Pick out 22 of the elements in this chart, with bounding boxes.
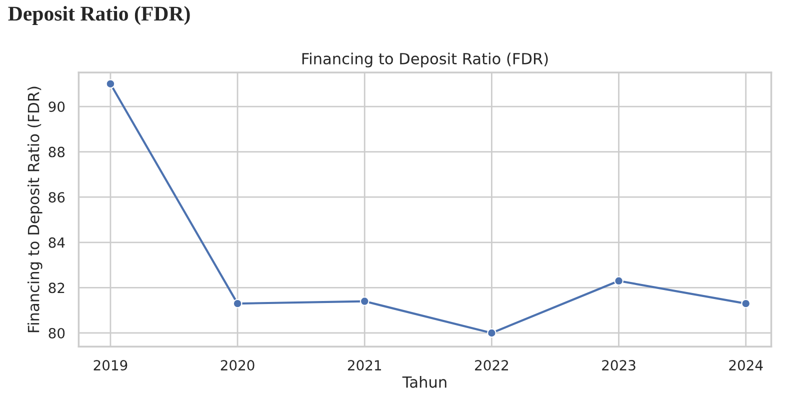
y-tick-label: 86	[48, 192, 65, 203]
point	[614, 276, 624, 286]
x-tick-label: 2022	[475, 360, 508, 371]
y-tick-label: 90	[48, 101, 65, 112]
x-axis-title: Tahun	[402, 376, 446, 388]
text: Deposit Ratio (FDR)	[8, 6, 190, 25]
point	[741, 298, 751, 308]
y-axis-title: Financing to Deposit Ratio (FDR)	[27, 86, 42, 332]
x-tick-label: 2021	[348, 360, 382, 371]
y-tick-label: 88	[48, 146, 65, 158]
point	[232, 298, 242, 308]
y-tick-label: 82	[48, 282, 64, 294]
chart-title: Financing to Deposit Ratio (FDR)	[302, 52, 548, 68]
x-tick-label: 2019	[94, 360, 128, 371]
x-tick-label: 2020	[220, 360, 254, 371]
point	[106, 79, 116, 89]
x-tick-label: 2024	[729, 360, 763, 371]
point	[486, 328, 496, 338]
point	[360, 296, 370, 306]
y-tick-label: 80	[48, 328, 65, 338]
y-tick-label: 84	[48, 237, 65, 248]
x-tick-label: 2023	[602, 360, 636, 371]
